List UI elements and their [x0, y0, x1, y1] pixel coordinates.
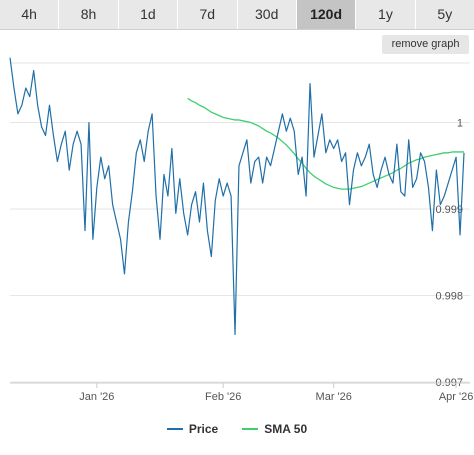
y-tick-label: 0.998: [435, 291, 463, 303]
x-tick-label: Apr '26: [439, 391, 474, 403]
tab-5y[interactable]: 5y: [415, 0, 474, 29]
legend-item-sma[interactable]: SMA 50: [242, 422, 307, 436]
tab-1y[interactable]: 1y: [356, 0, 416, 29]
legend: Price SMA 50: [0, 420, 474, 438]
y-tick-label: 1: [457, 118, 463, 130]
series-line-price: [9, 57, 465, 336]
legend-item-price[interactable]: Price: [166, 422, 219, 436]
remove-graph-button[interactable]: remove graph: [382, 35, 469, 54]
tab-7d[interactable]: 7d: [178, 0, 238, 29]
legend-label-sma: SMA 50: [264, 422, 308, 436]
tab-1d[interactable]: 1d: [118, 0, 179, 29]
legend-swatch-sma: [242, 428, 259, 430]
x-tick-label: Feb '26: [205, 391, 241, 403]
tab-8h[interactable]: 8h: [59, 0, 119, 29]
x-tick-label: Mar '26: [316, 391, 352, 403]
y-tick-label: 0.999: [435, 204, 463, 216]
grid-layer: [10, 62, 470, 383]
tab-120d[interactable]: 120d: [296, 0, 357, 29]
series-line-sma-50: [187, 97, 464, 190]
legend-swatch-price: [166, 428, 183, 430]
tab-30d[interactable]: 30d: [237, 0, 297, 29]
timeframe-tabs: 4h 8h 1d 7d 30d 120d 1y 5y: [0, 0, 474, 30]
legend-label-price: Price: [188, 422, 219, 436]
tab-4h[interactable]: 4h: [0, 0, 60, 29]
series-layer: [9, 57, 465, 336]
x-tick-label: Jan '26: [79, 391, 114, 403]
